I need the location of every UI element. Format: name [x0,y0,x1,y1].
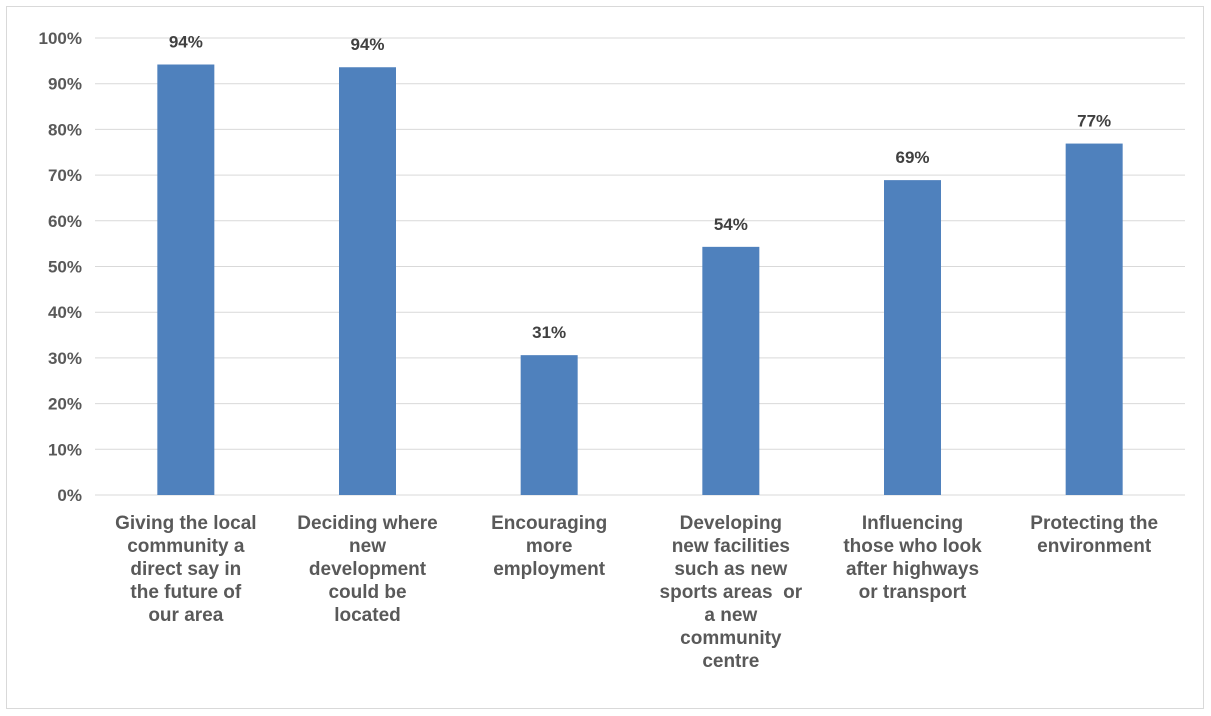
x-tick-label-line: community [680,628,782,649]
x-tick-label: Encouraging more employment [460,512,638,581]
data-label: 54% [714,215,748,234]
x-tick-label-line: or transport [858,582,967,603]
data-label: 31% [532,323,566,342]
x-tick-label-line: our area [148,605,224,626]
x-tick-label-line: Protecting the [1030,513,1159,534]
x-tick-label-line: Deciding where [297,513,438,534]
data-label: 94% [350,35,384,54]
x-tick-label-line: new [349,536,386,557]
x-tick-label-line: located [334,605,401,626]
x-tick-label: Developing new facilities such as new sport… [642,512,820,673]
x-tick-label-line: Influencing [861,513,964,534]
x-tick-label-line: sports areas or [659,582,803,603]
y-tick-label: 90% [48,75,82,94]
x-tick-label-line: those who look [843,536,982,557]
x-tick-label-line: employment [493,559,606,580]
x-tick-label-line: Encouraging [491,513,608,534]
bar [157,64,215,496]
y-tick-label: 40% [48,303,82,322]
x-tick-label: Giving the local community a direct say in… [97,512,275,627]
bar [1065,143,1123,495]
y-tick-label: 100% [39,29,82,48]
x-tick-label-line: after highways [845,559,980,580]
data-label: 77% [1077,112,1111,131]
x-tick-label-line: direct say in [130,559,242,580]
x-tick-label-line: new facilities [671,536,790,557]
x-tick-label-line: development [308,559,427,580]
bar [339,67,396,496]
y-tick-label: 20% [48,395,82,414]
x-tick-label-line: centre [702,651,760,672]
y-tick-label: 30% [48,349,82,368]
x-tick-label-line: a new [704,605,758,626]
bar [702,246,760,495]
y-tick-label: 0% [57,486,82,505]
x-tick-label-line: the future of [130,582,242,603]
x-tick-label-line: more [525,536,573,557]
y-tick-label: 60% [48,212,82,231]
x-tick-label-line: Developing [679,513,783,534]
x-tick-label: Influencing those who look after highways o… [824,512,1002,604]
x-tick-label-line: Giving the local [115,513,257,534]
data-label: 69% [895,148,929,167]
bar [520,355,578,495]
x-tick-label: Protecting the environment [1005,512,1183,558]
y-tick-label: 70% [48,166,82,185]
bar [884,180,941,495]
x-tick-label-line: could be [328,582,407,603]
x-tick-label-line: community a [127,536,245,557]
data-label: 94% [169,33,203,52]
y-tick-label: 50% [48,258,82,277]
x-tick-label-line: environment [1037,536,1152,557]
y-tick-label: 80% [48,120,82,139]
x-tick-label-line: such as new [674,559,788,580]
x-tick-label: Deciding where new development could be loca… [279,512,457,627]
y-tick-label: 10% [48,440,82,459]
